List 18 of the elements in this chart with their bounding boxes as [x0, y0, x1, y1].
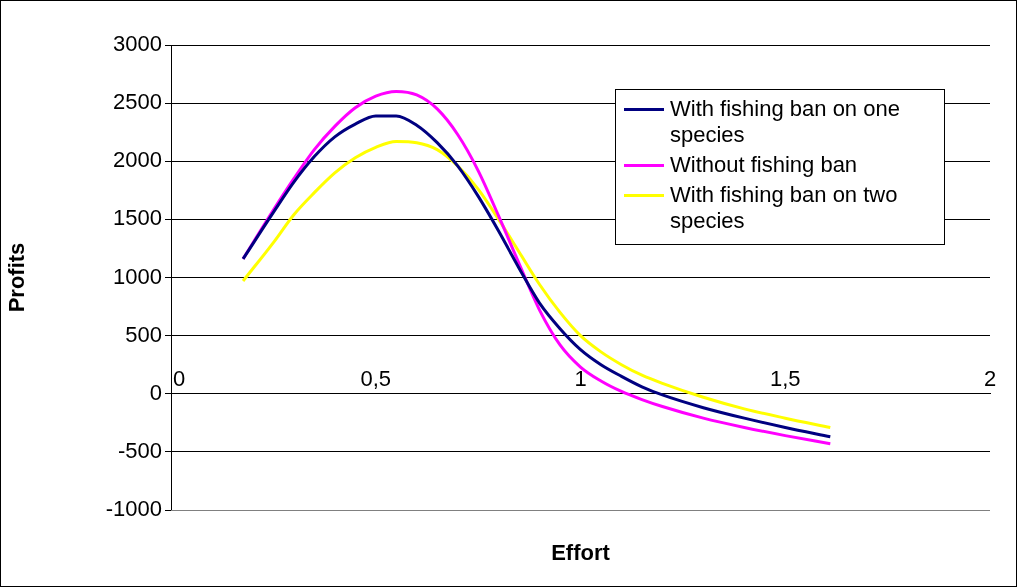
x-tick-label: 0,5 — [360, 365, 392, 391]
y-tick-label: 2000 — [113, 147, 162, 173]
y-tick-label: 1000 — [113, 263, 162, 289]
x-tick-label: 0 — [172, 365, 186, 391]
y-tick-label: 2500 — [113, 89, 162, 115]
y-tick-label: -1000 — [105, 496, 162, 522]
x-tick-label: 1,5 — [769, 365, 801, 391]
y-tick-label: 3000 — [113, 31, 162, 57]
legend-label: With fishing ban on two species — [670, 182, 899, 234]
x-tick-label: 2 — [983, 365, 997, 391]
y-tick-label: -500 — [117, 437, 162, 463]
x-tick-label: 1 — [574, 365, 587, 391]
y-tick-label: 1500 — [113, 205, 162, 231]
y-tick-label: 500 — [125, 321, 162, 347]
y-axis-title: Profits — [4, 242, 30, 313]
legend-label: Without fishing ban — [670, 152, 858, 178]
legend-label: With fishing ban on one species — [670, 96, 901, 148]
x-axis-title: Effort — [551, 540, 611, 566]
